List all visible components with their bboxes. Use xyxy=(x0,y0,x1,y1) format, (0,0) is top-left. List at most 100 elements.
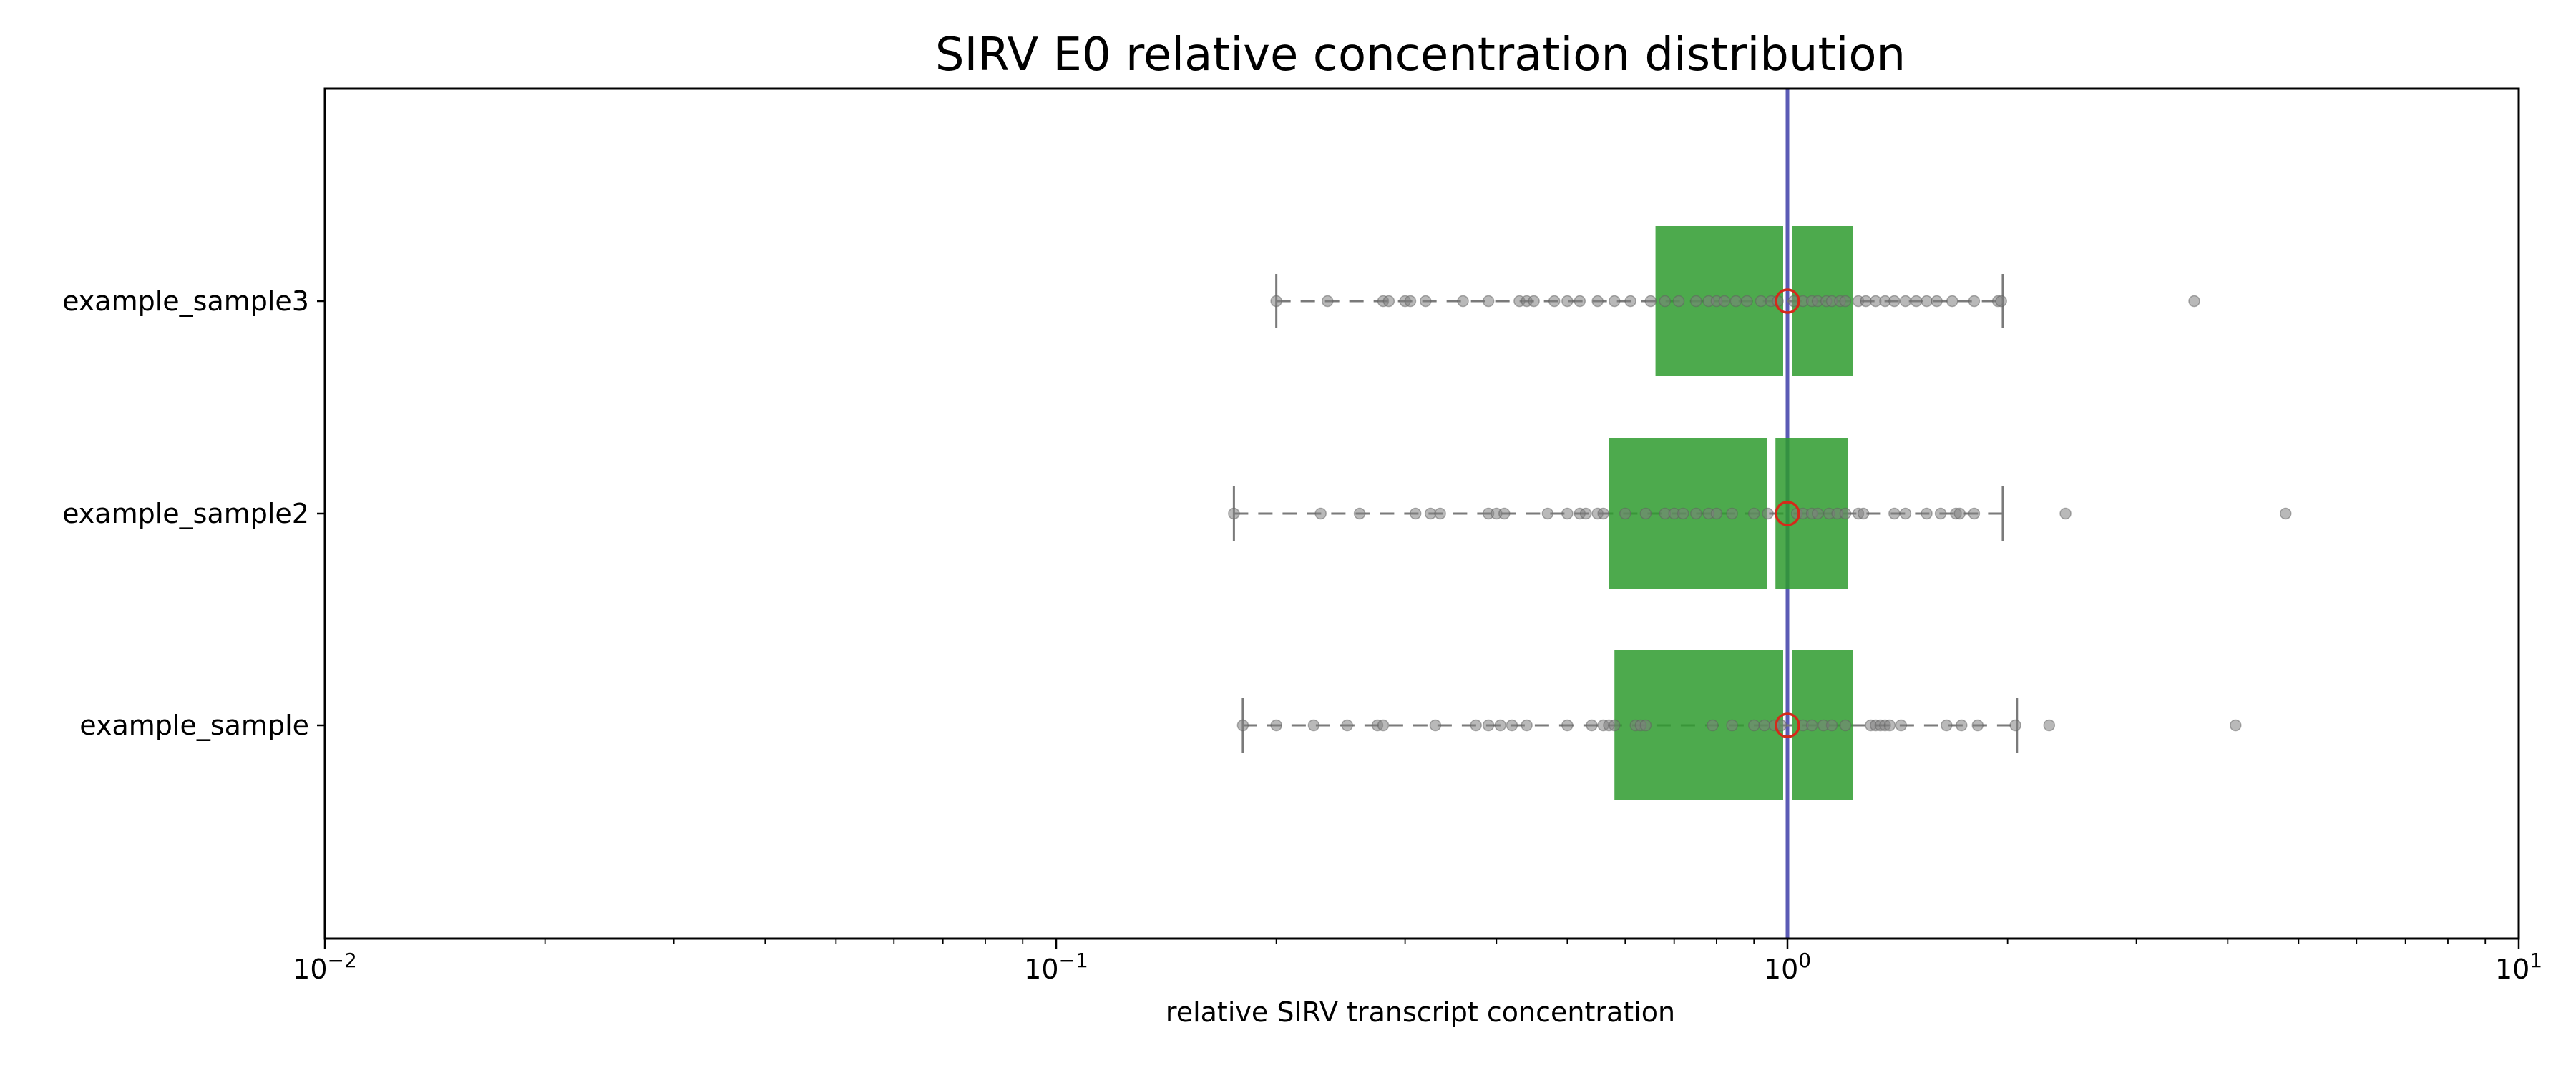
data-point xyxy=(1353,507,1366,520)
box-group xyxy=(1270,226,2200,376)
data-point xyxy=(1482,295,1495,308)
data-point xyxy=(1755,295,1767,308)
data-point xyxy=(1659,295,1672,308)
data-point xyxy=(1404,295,1417,308)
data-point xyxy=(1946,295,1958,308)
data-point xyxy=(1888,507,1901,520)
data-point xyxy=(1995,295,2007,308)
data-point xyxy=(1825,719,1838,732)
data-point xyxy=(1624,295,1636,308)
data-point xyxy=(1561,719,1574,732)
data-point xyxy=(1726,719,1738,732)
data-point xyxy=(1690,295,1702,308)
data-point xyxy=(1494,719,1507,732)
data-point xyxy=(1968,295,1981,308)
data-point xyxy=(1314,507,1327,520)
mean-marker xyxy=(1775,501,1800,526)
data-point xyxy=(1506,719,1518,732)
data-point xyxy=(1707,719,1719,732)
data-point xyxy=(1690,507,1702,520)
data-point xyxy=(1639,719,1652,732)
x-tick-label: 10−1 xyxy=(1024,949,1088,985)
data-point xyxy=(1860,295,1872,308)
axes: example_sample3 example_sample2 example_sa… xyxy=(62,285,2542,985)
data-point xyxy=(1953,507,1966,520)
data-point xyxy=(1672,295,1685,308)
data-point xyxy=(1470,719,1482,732)
data-point xyxy=(1839,295,1852,308)
y-tick-label: example_sample2 xyxy=(62,498,309,529)
data-point xyxy=(1644,295,1657,308)
data-point xyxy=(1812,507,1824,520)
data-point xyxy=(1747,719,1760,732)
data-point xyxy=(1888,295,1901,308)
data-point xyxy=(1805,719,1818,732)
data-point xyxy=(1931,295,1943,308)
data-point xyxy=(1597,507,1609,520)
data-point xyxy=(1270,295,1282,308)
data-point xyxy=(1899,295,1912,308)
data-point xyxy=(1321,295,1334,308)
x-axis-label: relative SIRV transcript concentration xyxy=(1166,996,1675,1028)
data-point xyxy=(1382,295,1395,308)
data-point xyxy=(1236,719,1249,732)
data-point xyxy=(1608,719,1621,732)
data-point xyxy=(1579,507,1592,520)
data-point xyxy=(1521,719,1533,732)
plot-area xyxy=(1228,89,2292,939)
data-point xyxy=(1968,507,1981,520)
data-point xyxy=(1341,719,1353,732)
data-point xyxy=(1541,507,1554,520)
data-point xyxy=(1482,719,1495,732)
data-point xyxy=(2059,507,2072,520)
data-point xyxy=(1270,719,1282,732)
data-point xyxy=(2279,507,2292,520)
data-point xyxy=(1758,719,1771,732)
box-group xyxy=(1228,438,2292,589)
data-point xyxy=(1409,507,1422,520)
data-point xyxy=(1839,507,1852,520)
data-point xyxy=(1729,295,1742,308)
data-point xyxy=(1420,295,1432,308)
data-point xyxy=(1586,719,1598,732)
data-point xyxy=(1619,507,1631,520)
data-point xyxy=(1857,507,1870,520)
data-point xyxy=(1561,295,1574,308)
data-point xyxy=(1377,719,1390,732)
data-point xyxy=(1710,507,1723,520)
data-point xyxy=(1639,507,1652,520)
data-point xyxy=(1608,295,1621,308)
data-point xyxy=(2043,719,2056,732)
data-point xyxy=(1574,295,1586,308)
data-point xyxy=(1941,719,1953,732)
data-point xyxy=(1895,719,1908,732)
y-tick-label: example_sample3 xyxy=(62,285,309,317)
data-point xyxy=(2009,719,2021,732)
data-point xyxy=(1718,295,1731,308)
data-point xyxy=(1762,507,1774,520)
data-point xyxy=(1747,507,1760,520)
data-point xyxy=(1561,507,1574,520)
data-point xyxy=(1307,719,1320,732)
data-point xyxy=(1434,507,1446,520)
chart-title: SIRV E0 relative concentration distribut… xyxy=(935,29,1906,82)
x-tick-label: 10−2 xyxy=(293,949,357,985)
data-point xyxy=(1548,295,1561,308)
y-tick-label: example_sample xyxy=(79,710,309,741)
data-point xyxy=(1934,507,1947,520)
data-point xyxy=(1899,507,1912,520)
data-point xyxy=(2230,719,2242,732)
data-point xyxy=(1498,507,1511,520)
data-point xyxy=(1741,295,1753,308)
mean-marker xyxy=(1775,712,1800,738)
data-point xyxy=(1228,507,1240,520)
data-point xyxy=(1921,507,1933,520)
mean-marker xyxy=(1775,288,1800,314)
data-point xyxy=(1677,507,1689,520)
data-point xyxy=(1726,507,1738,520)
data-point xyxy=(1971,719,1984,732)
x-tick-label: 101 xyxy=(2495,949,2542,985)
box-group xyxy=(1236,650,2242,800)
